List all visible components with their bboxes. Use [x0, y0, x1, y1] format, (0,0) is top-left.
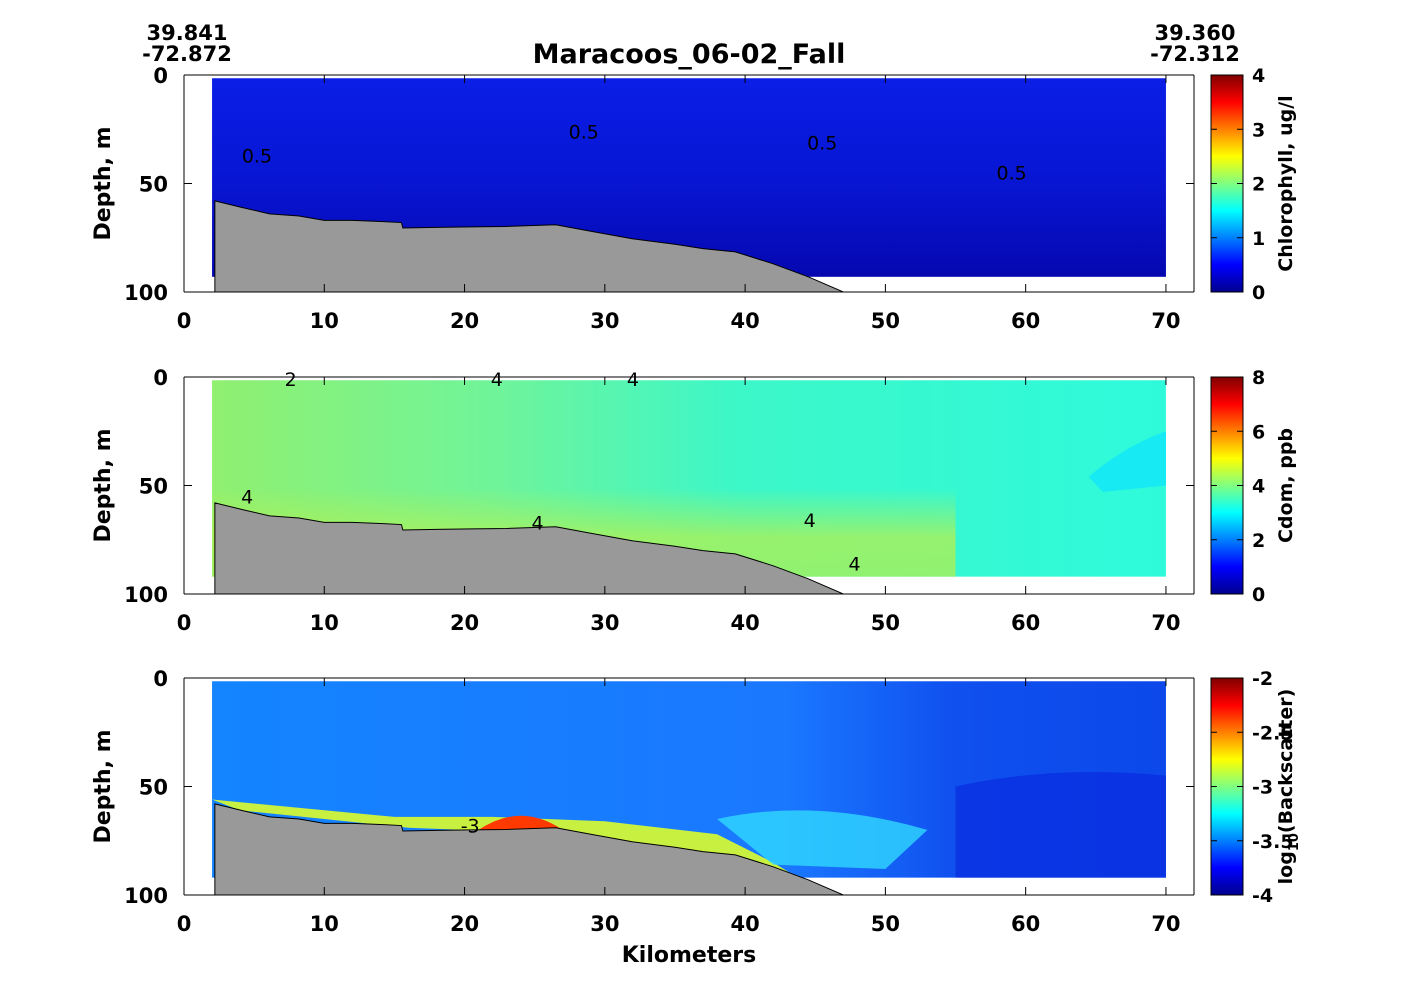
backscatter-low-patch: [955, 772, 1166, 878]
y-axis-label: Depth, m: [91, 126, 116, 240]
colorbar-tick-label: -3: [1252, 777, 1273, 799]
y-axis-label: Depth, m: [91, 729, 116, 843]
x-tick-label: 40: [730, 611, 759, 635]
contour-label: 0.5: [807, 132, 837, 154]
colorbar-tick-label: 8: [1252, 367, 1265, 389]
x-tick-label: 10: [310, 611, 339, 635]
contour-label: 4: [848, 554, 860, 576]
contour-label: 4: [627, 369, 639, 391]
end-latitude: 39.360: [1154, 21, 1235, 45]
x-tick-label: 50: [871, 611, 900, 635]
contour-label: 0.5: [997, 163, 1027, 185]
x-tick-label: 30: [590, 611, 619, 635]
panel-backscatter: -3 0 10 20 30 40 50 60 70 0 50 100 Depth, m -4 -3.5 -3 -…: [91, 667, 1302, 936]
bathymetry: [214, 200, 844, 292]
x-tick-label: 40: [730, 309, 759, 333]
y-tick-label: 50: [139, 776, 168, 800]
end-longitude: -72.312: [1150, 42, 1240, 66]
x-tick-label: 60: [1011, 611, 1040, 635]
x-tick-label: 30: [590, 309, 619, 333]
colorbar-tick-label: 3: [1252, 119, 1265, 141]
y-tick-label: 50: [139, 475, 168, 499]
contour-label: 4: [804, 510, 816, 532]
y-tick-label: 100: [124, 583, 168, 607]
x-tick-label: 70: [1151, 912, 1180, 936]
colorbar-tick-label: 2: [1252, 530, 1265, 552]
contour-label: 2: [285, 369, 297, 391]
x-axis-label: Kilometers: [622, 943, 756, 968]
colorbar-tick-label: 6: [1252, 421, 1265, 443]
colorbar-tick-label: -2: [1252, 668, 1273, 690]
backscatter-bottom-layer: [212, 799, 802, 880]
backscatter-high-patch: [717, 810, 928, 869]
start-longitude: -72.872: [142, 42, 232, 66]
y-tick-label: 100: [124, 884, 168, 908]
colorbar-tick-label: 4: [1252, 476, 1265, 498]
x-tick-label: 0: [177, 309, 192, 333]
colorbar-tick-label: -2.5: [1252, 722, 1294, 744]
contour-label: -3: [461, 816, 480, 838]
chart-title: Maracoos_06-02_Fall: [533, 39, 846, 70]
x-tick-label: 20: [450, 611, 479, 635]
y-tick-label: 50: [139, 173, 168, 197]
x-tick-label: 60: [1011, 912, 1040, 936]
x-tick-label: 50: [871, 912, 900, 936]
colorbar-tick-label: -3.5: [1252, 831, 1294, 853]
colorbar-label: log10(Backscatter): [1275, 689, 1302, 885]
contour-label: 0.5: [242, 145, 272, 167]
y-tick-label: 0: [153, 64, 168, 88]
data-field-backscatter: [212, 681, 1166, 880]
panel-chlorophyll: 0.50.5 0.50.50 10 20 30 40 50 60 70050100Depth, …: [91, 64, 1297, 333]
contour-label: 4: [531, 512, 543, 534]
bathymetry: [214, 803, 844, 895]
contour-label: 0.5: [569, 121, 599, 143]
x-tick-label: 60: [1011, 309, 1040, 333]
colorbar-tick-label: 0: [1252, 584, 1265, 606]
colorbar-tick-label: 1: [1252, 228, 1265, 250]
colorbar-label: Cdom, ppb: [1275, 428, 1297, 543]
x-tick-label: 50: [871, 309, 900, 333]
x-tick-label: 40: [730, 912, 759, 936]
colorbar-tick-label: 4: [1252, 65, 1265, 87]
y-tick-label: 0: [153, 667, 168, 691]
x-tick-label: 0: [177, 912, 192, 936]
colorbar-tick-label: -4: [1252, 885, 1273, 907]
backscatter-peak: [478, 815, 563, 830]
contour-label: 4: [491, 369, 503, 391]
bathymetry: [214, 502, 844, 594]
x-tick-label: 30: [590, 912, 619, 936]
x-tick-label: 70: [1151, 309, 1180, 333]
start-latitude: 39.841: [146, 21, 227, 45]
y-axis-label: Depth, m: [91, 428, 116, 542]
contour-label: 4: [241, 486, 253, 508]
x-tick-label: 20: [450, 309, 479, 333]
x-tick-label: 10: [310, 912, 339, 936]
x-tick-label: 20: [450, 912, 479, 936]
cdom-low-patch: [1088, 431, 1166, 493]
colorbar-tick-label: 2: [1252, 174, 1265, 196]
x-tick-label: 0: [177, 611, 192, 635]
x-tick-label: 10: [310, 309, 339, 333]
y-tick-label: 0: [153, 366, 168, 390]
colorbar-tick-label: 0: [1252, 282, 1265, 304]
y-tick-label: 100: [124, 281, 168, 305]
x-tick-label: 70: [1151, 611, 1180, 635]
colorbar-label: Chlorophyll, ug/l: [1275, 95, 1297, 271]
